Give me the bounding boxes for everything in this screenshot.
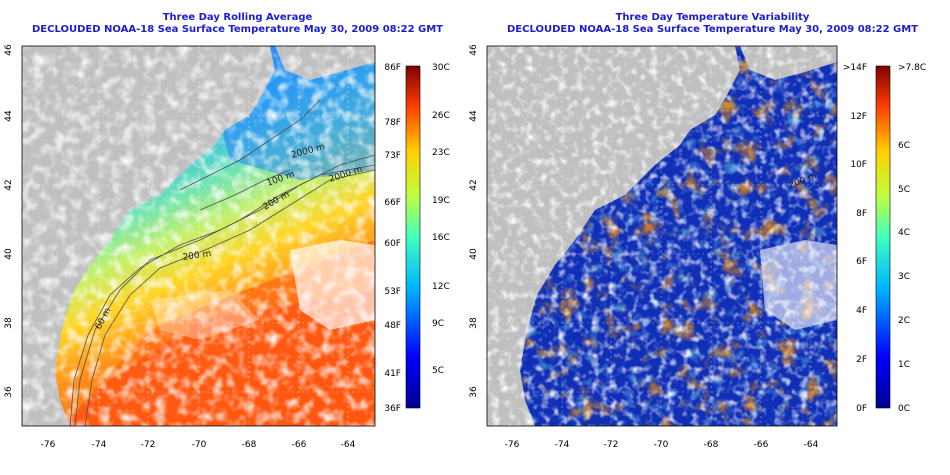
map2-plot: 200 m [487,46,837,426]
lon-tick: -74 [92,440,107,450]
colorbar-tick-f: 0F [856,404,867,414]
colorbar-tick-c: 3C [898,272,910,282]
lat-tick: 44 [469,110,479,122]
colorbar-tick-f: >14F [843,63,867,73]
colorbar-tick-f: 8F [856,209,867,219]
map2-cloud-patch [760,240,837,330]
lon-tick: -70 [654,440,669,450]
colorbar-tick-c: 26C [432,111,450,121]
colorbar-tick-c: >7.8C [898,63,926,73]
lon-tick: -68 [242,440,257,450]
colorbar-tick-c: 2C [898,316,910,326]
map2-cloud-mask [487,46,837,426]
map1-colorbar-ticks: 86F 78F 73F 66F 60F 53F 48F 41F 36F 30C … [384,63,449,414]
colorbar-tick-f: 86F [384,63,401,73]
map1-contours [69,99,375,426]
lat-tick: 42 [469,179,479,190]
colorbar-tick-f: 53F [384,287,401,297]
map1-cloud-patch [290,240,375,330]
colorbar-tick-f: 78F [384,118,401,128]
lat-tick: 40 [469,248,479,260]
lon-tick: -70 [192,440,207,450]
lon-tick: -76 [41,440,56,450]
map1-cloud-patch-2 [150,290,260,340]
lon-tick: -66 [292,440,307,450]
contour-label: 200 m [182,249,212,263]
lon-tick: -74 [555,440,570,450]
colorbar-tick-f: 41F [384,369,401,379]
colorbar-tick-f: 4F [856,306,867,316]
map2-frame [486,45,838,427]
colorbar-tick-c: 6C [898,141,910,151]
colorbar-tick-c: 4C [898,228,910,238]
map1-grid [22,46,375,426]
colorbar-tick-c: 12C [432,282,450,292]
map1-title-line2: DECLOUDED NOAA-18 Sea Surface Temperatur… [31,24,443,35]
map1-frame [21,45,376,427]
colorbar-tick-c: 16C [432,233,450,243]
lon-tick: -64 [804,440,819,450]
map2-title-line2: DECLOUDED NOAA-18 Sea Surface Temperatur… [506,24,918,35]
map1-title-line1: Three Day Rolling Average [162,12,313,23]
map2-axis: -76 -74 -72 -70 -68 -66 -64 46 44 42 40 … [469,44,819,450]
lat-tick: 36 [4,386,14,398]
lon-tick: -64 [341,440,356,450]
colorbar-tick-c: 1C [898,360,910,370]
sst-colorbar [405,65,421,409]
colorbar-tick-c: 5C [432,366,444,376]
colorbar-tick-c: 23C [432,148,450,158]
lat-tick: 40 [4,248,14,260]
lon-tick: -66 [754,440,769,450]
colorbar-tick-f: 12F [850,112,867,122]
lat-tick: 46 [4,44,14,56]
colorbar-tick-c: 5C [898,185,910,195]
map2-title: Three Day Temperature Variability DECLOU… [475,12,950,36]
lat-tick: 36 [469,386,479,398]
lat-tick: 42 [4,179,14,190]
lon-tick: -76 [505,440,520,450]
map2-grid [487,46,837,426]
map2-colorbar-ticks: >14F 12F 10F 8F 6F 4F 2F 0F >7.8C 6C 5C … [843,63,926,414]
colorbar-tick-f: 10F [850,160,867,170]
colorbar-tick-f: 48F [384,321,401,331]
map1-axis: -76 -74 -72 -70 -68 -66 -64 46 44 42 40 … [4,44,356,450]
lon-tick: -68 [704,440,719,450]
lat-tick: 38 [469,317,479,329]
colorbar-tick-f: 6F [856,257,867,267]
colorbar-tick-c: 0C [898,404,910,414]
lat-tick: 46 [469,44,479,56]
colorbar-tick-f: 73F [384,151,401,161]
lat-tick: 38 [4,317,14,329]
colorbar-tick-f: 60F [384,239,401,249]
lon-tick: -72 [141,440,156,450]
lon-tick: -72 [604,440,619,450]
colorbar-tick-c: 9C [432,319,444,329]
colorbar-tick-c: 30C [432,63,450,73]
colorbar-tick-f: 36F [384,404,401,414]
colorbar-tick-c: 19C [432,196,450,206]
colorbar-tick-f: 66F [384,198,401,208]
colorbar-tick-f: 2F [856,355,867,365]
map2-title-line1: Three Day Temperature Variability [615,12,810,23]
lat-tick: 44 [4,110,14,122]
variability-colorbar [875,65,891,409]
map1-cloud-mask [22,46,375,426]
map1-plot: 2000 m 200 m 100 m 200 m 60 m 2000 m [22,46,375,426]
map1-title: Three Day Rolling Average DECLOUDED NOAA… [0,12,475,36]
